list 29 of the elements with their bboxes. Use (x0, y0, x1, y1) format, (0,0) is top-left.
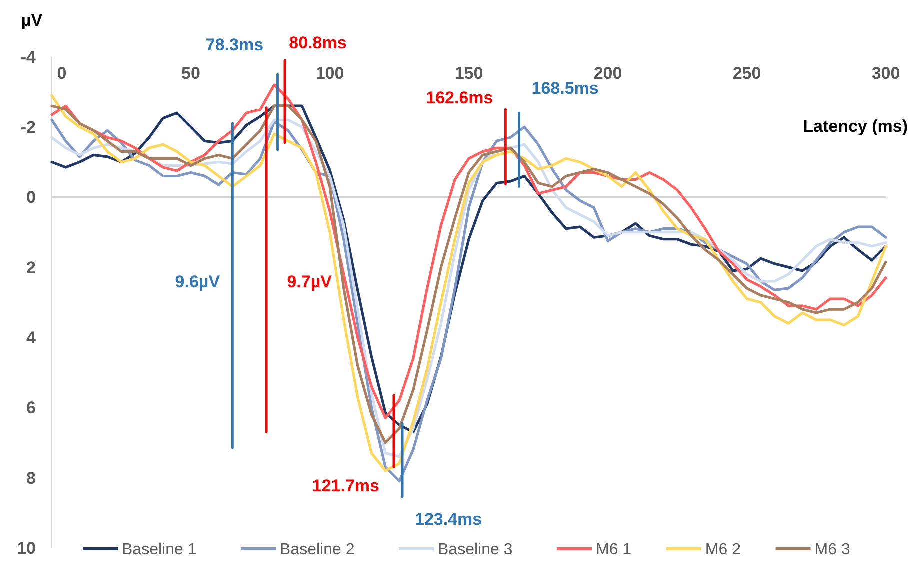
y-tick-label: 8 (26, 468, 36, 488)
annotation: 80.8ms (289, 34, 347, 53)
legend-label: Baseline 3 (438, 542, 513, 559)
y-tick-label: 4 (26, 328, 37, 348)
legend-label: Baseline 2 (280, 542, 355, 559)
y-tick-label: 10 (17, 538, 36, 558)
legend-label: M6 1 (596, 542, 632, 559)
x-axis-title: Latency (ms) (803, 117, 908, 136)
x-tick-label: 0 (57, 64, 67, 83)
x-tick-label: 100 (316, 64, 344, 83)
x-tick-label: 300 (872, 64, 900, 83)
y-tick-label: 0 (26, 188, 36, 208)
annotation: 121.7ms (312, 476, 380, 496)
x-tick-label: 50 (182, 64, 200, 83)
annotation: 9.7µV (287, 272, 333, 292)
annotation: 9.6µV (175, 272, 221, 292)
x-tick-label: 250 (732, 64, 762, 83)
y-tick-label: -4 (20, 48, 37, 67)
y-axis-title: µV (21, 11, 44, 30)
y-tick-label: 2 (26, 258, 36, 278)
legend-label: Baseline 1 (122, 542, 197, 559)
annotation: 78.3ms (206, 36, 264, 55)
annotation: 162.6ms (426, 88, 494, 108)
x-tick-label: 150 (454, 64, 484, 83)
legend-label: M6 2 (705, 542, 742, 559)
y-tick-label: -2 (20, 118, 36, 138)
y-tick-label: 6 (26, 398, 36, 418)
annotation: 123.4ms (414, 510, 482, 530)
legend-label: M6 3 (814, 542, 850, 559)
